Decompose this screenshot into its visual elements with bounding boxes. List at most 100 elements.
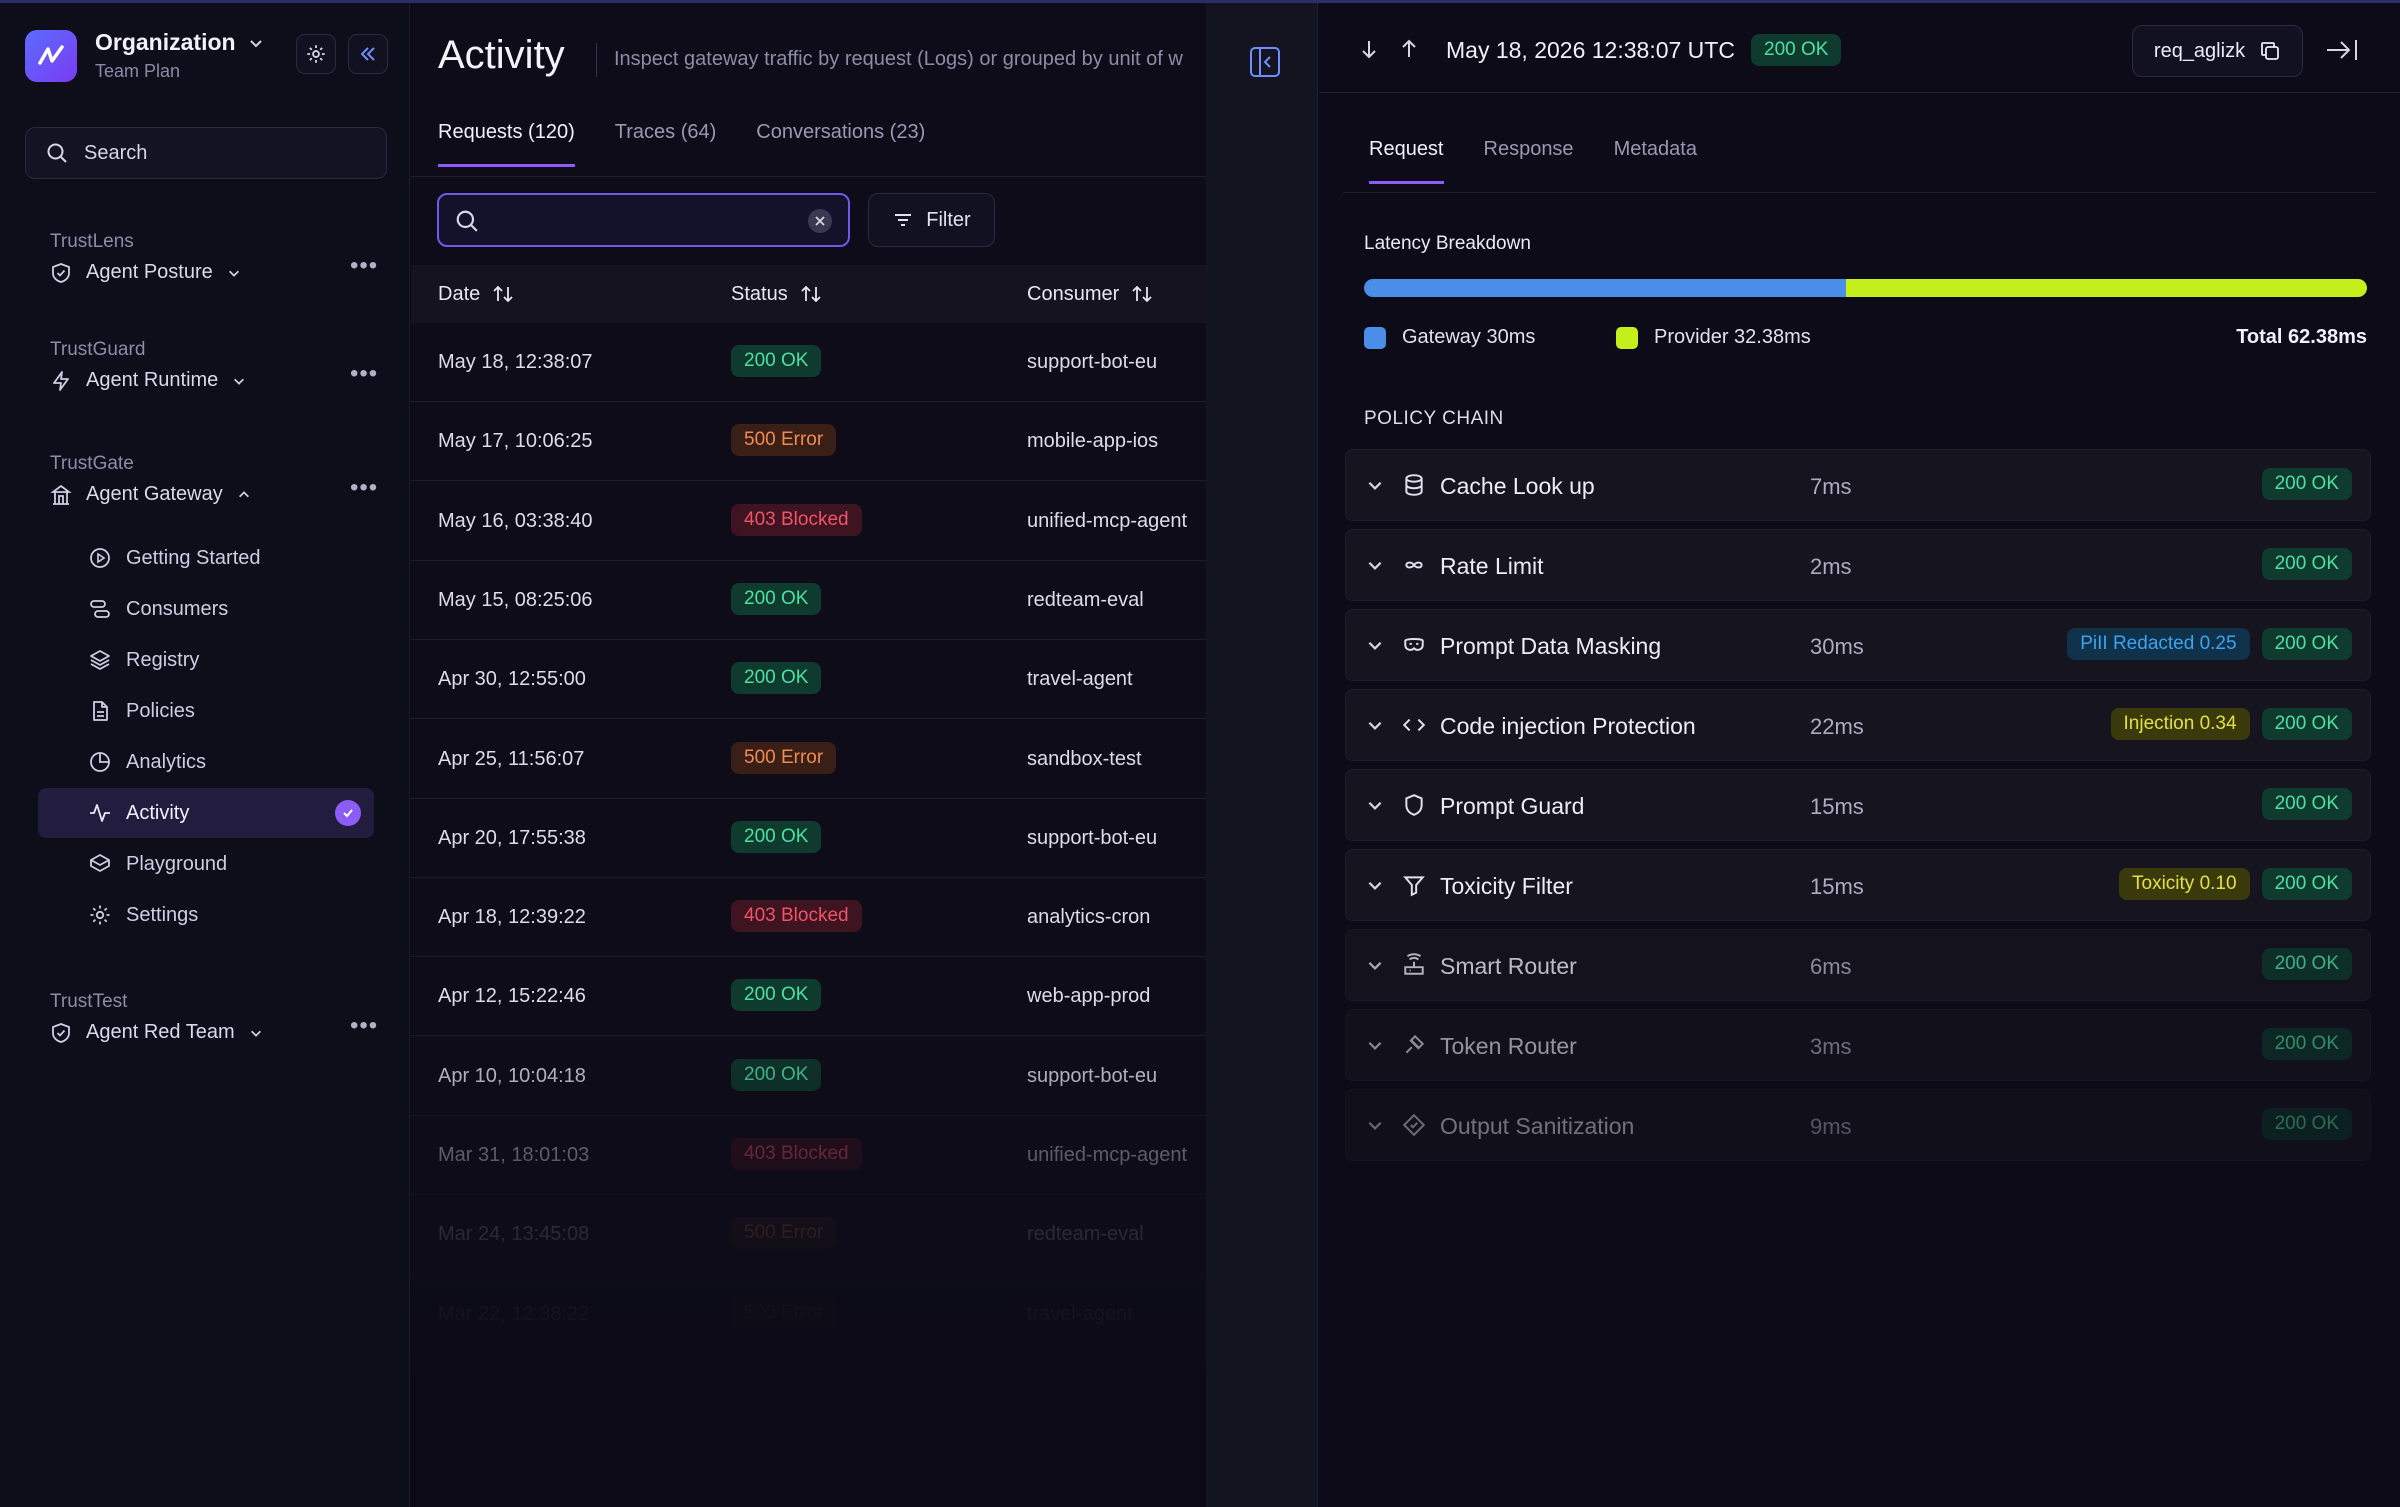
- policy-name: Code injection Protection: [1440, 713, 1696, 739]
- request-search-input[interactable]: [437, 193, 850, 247]
- chevron-down-icon[interactable]: [1366, 876, 1384, 894]
- sidebar-item-label: Registry: [126, 648, 200, 671]
- copy-request-id-button[interactable]: req_aglizk: [2132, 25, 2303, 77]
- policy-row-smart-router[interactable]: Smart Router 6ms 200 OK: [1345, 929, 2371, 1001]
- document-icon: [93, 701, 108, 721]
- sidebar-item-playground[interactable]: Playground: [38, 839, 374, 889]
- policy-row-prompt-data-masking[interactable]: Prompt Data Masking 30ms PiII Redacted 0.2…: [1345, 609, 2371, 681]
- chevron-down-icon[interactable]: [1366, 1036, 1384, 1054]
- close-panel-button[interactable]: [2325, 36, 2359, 69]
- clear-search-button[interactable]: [808, 209, 832, 233]
- policy-row-cache-look-up[interactable]: Cache Look up 7ms 200 OK: [1345, 449, 2371, 521]
- row-date: Apr 25, 11:56:07: [438, 747, 585, 770]
- column-status[interactable]: Status: [731, 283, 822, 306]
- column-date[interactable]: Date: [438, 283, 514, 306]
- table-row[interactable]: May 16, 03:38:40 403 Blocked unified-mcp-a…: [411, 482, 1206, 561]
- policy-latency: 15ms: [1810, 794, 1864, 819]
- table-row[interactable]: Apr 12, 15:22:46 200 OK web-app-prod: [411, 957, 1206, 1037]
- sidebar-item-policies[interactable]: Policies: [38, 686, 374, 736]
- gear-icon: [90, 905, 110, 925]
- section-more-button[interactable]: •••: [350, 252, 379, 279]
- policy-latency: 2ms: [1810, 554, 1852, 579]
- sidebar-item-activity[interactable]: Activity: [38, 788, 374, 838]
- tab-request[interactable]: Request: [1369, 138, 1444, 184]
- policy-badges: PiII Redacted 0.25 200 OK: [2067, 628, 2352, 660]
- policy-badges: 200 OK: [2261, 548, 2352, 580]
- table-row[interactable]: Apr 18, 12:39:22 403 Blocked analytics-cro…: [411, 878, 1206, 958]
- sidebar-search[interactable]: Search: [25, 127, 387, 179]
- previous-request-button[interactable]: [1399, 38, 1419, 65]
- section-more-button[interactable]: •••: [350, 474, 379, 501]
- table-row[interactable]: May 15, 08:25:06 200 OK redteam-eval: [411, 561, 1206, 640]
- policy-row-token-router[interactable]: Token Router 3ms 200 OK: [1345, 1009, 2371, 1081]
- sidebar-item-consumers[interactable]: Consumers: [38, 584, 374, 634]
- chevron-down-icon[interactable]: [1366, 476, 1384, 494]
- section-more-button[interactable]: •••: [350, 1012, 379, 1039]
- row-consumer: travel-agent: [1027, 668, 1133, 691]
- column-label: Consumer: [1027, 282, 1120, 305]
- sidebar-item-settings[interactable]: Settings: [38, 890, 374, 940]
- status-badge: 500 Error: [731, 741, 837, 774]
- policy-row-output-sanitization[interactable]: Output Sanitization 9ms 200 OK: [1345, 1089, 2371, 1161]
- row-consumer: support-bot-eu: [1027, 351, 1158, 373]
- chevron-down-icon[interactable]: [1366, 956, 1384, 974]
- table-row[interactable]: May 17, 10:06:25 500 Error mobile-app-ios: [411, 402, 1206, 482]
- chevron-down-icon[interactable]: [1366, 716, 1384, 734]
- chevron-down-icon[interactable]: [1366, 1116, 1384, 1134]
- detail-header: May 18, 2026 12:38:07 UTC 200 OK req_agl…: [1319, 3, 2400, 93]
- policy-row-rate-limit[interactable]: Rate Limit 2ms 200 OK: [1345, 529, 2371, 601]
- column-consumer[interactable]: Consumer: [1027, 283, 1153, 306]
- section-trustguard: TrustGuard Agent Runtime: [50, 339, 246, 392]
- section-title: TrustTest: [50, 991, 128, 1012]
- product-label: Agent Posture: [86, 261, 213, 283]
- policy-name: Toxicity Filter: [1440, 873, 1573, 899]
- org-logo-icon: [25, 29, 77, 82]
- sidebar-item-analytics[interactable]: Analytics: [38, 737, 374, 787]
- policy-badges: 200 OK: [2261, 948, 2352, 980]
- code-icon: [1402, 718, 1426, 732]
- status-badge: 200 OK: [2261, 788, 2352, 820]
- collapse-sidebar-button[interactable]: [348, 34, 388, 74]
- row-consumer: unified-mcp-agent: [1027, 509, 1188, 532]
- policy-row-code-injection-protection[interactable]: Code injection Protection 22ms Injection 0…: [1345, 689, 2371, 761]
- org-switcher[interactable]: Organization Team Plan: [25, 29, 264, 82]
- sidebar-item-getting-started[interactable]: Getting Started: [38, 533, 374, 583]
- section-more-button[interactable]: •••: [350, 360, 379, 387]
- settings-button[interactable]: [296, 34, 336, 74]
- row-date: May 15, 08:25:06: [438, 588, 593, 611]
- row-consumer: analytics-cron: [1027, 906, 1151, 929]
- table-row[interactable]: Apr 20, 17:55:38 200 OK support-bot-eu: [411, 799, 1206, 878]
- policy-name: Token Router: [1440, 1033, 1577, 1059]
- product-label: Agent Runtime: [86, 369, 219, 391]
- table-row[interactable]: Apr 25, 11:56:07 500 Error sandbox-test: [411, 720, 1206, 799]
- status-badge: 200 OK: [2261, 468, 2352, 500]
- tab-response[interactable]: Response: [1483, 138, 1574, 160]
- policy-row-toxicity-filter[interactable]: Toxicity Filter 15ms Toxicity 0.10 200 OK: [1345, 849, 2371, 921]
- chevron-down-icon[interactable]: [1366, 796, 1384, 814]
- sidebar-item-registry[interactable]: Registry: [38, 635, 374, 685]
- tab-requests[interactable]: Requests (120): [438, 121, 575, 167]
- policy-badges: 200 OK: [2261, 468, 2352, 500]
- status-badge: 200 OK: [2261, 868, 2352, 900]
- policy-row-prompt-guard[interactable]: Prompt Guard 15ms 200 OK: [1345, 769, 2371, 841]
- table-row[interactable]: May 18, 12:38:07 200 OK support-bot-eu: [411, 323, 1206, 402]
- filter-button[interactable]: Filter: [868, 193, 995, 247]
- product-switcher-agent-red-team[interactable]: Agent Red Team: [50, 1021, 263, 1044]
- tab-conversations[interactable]: Conversations (23): [756, 121, 926, 143]
- tab-metadata[interactable]: Metadata: [1613, 138, 1697, 160]
- policy-latency: 15ms: [1810, 874, 1864, 899]
- next-request-button[interactable]: [1359, 38, 1379, 65]
- toggle-panel-button[interactable]: [1248, 45, 1282, 84]
- product-switcher-agent-posture[interactable]: Agent Posture: [50, 261, 241, 284]
- playground-icon: [90, 854, 110, 872]
- copy-icon: [2261, 42, 2279, 60]
- product-switcher-agent-runtime[interactable]: Agent Runtime: [50, 369, 246, 392]
- product-switcher-agent-gateway[interactable]: Agent Gateway: [50, 483, 251, 506]
- chevron-down-icon[interactable]: [1366, 556, 1384, 574]
- chevron-down-icon[interactable]: [1366, 636, 1384, 654]
- mask-icon: [1404, 638, 1424, 651]
- policy-latency: 6ms: [1810, 954, 1852, 979]
- tab-traces[interactable]: Traces (64): [614, 121, 717, 143]
- row-status: 200 OK: [731, 582, 822, 615]
- table-row[interactable]: Apr 30, 12:55:00 200 OK travel-agent: [411, 640, 1206, 720]
